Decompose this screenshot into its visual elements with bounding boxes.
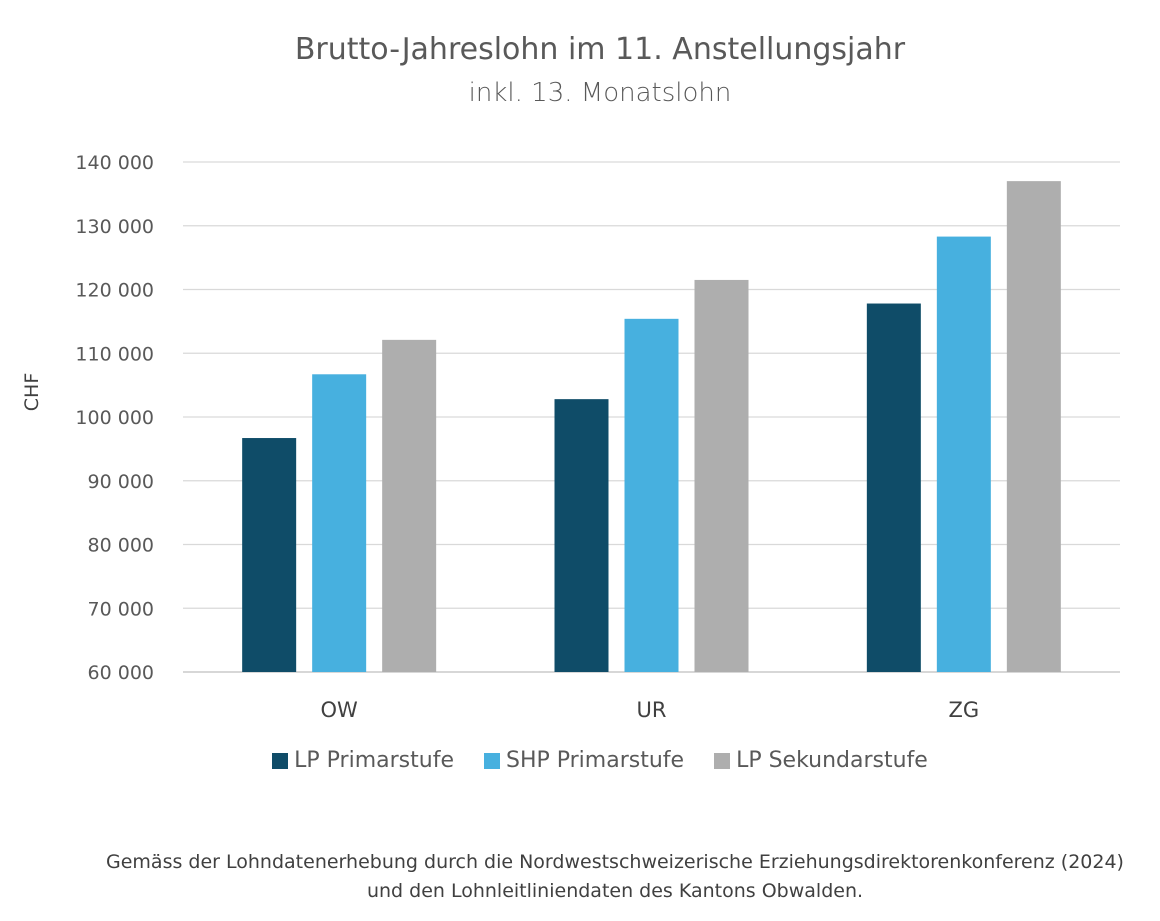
legend-label: LP Sekundarstufe [736, 748, 928, 773]
legend-label: LP Primarstufe [294, 748, 454, 773]
y-tick-label: 120 000 [75, 280, 154, 302]
bar-ur-shp-primarstufe [624, 318, 679, 672]
legend-item-shp-primarstufe: SHP Primarstufe [483, 748, 685, 773]
legend-item-lp-primarstufe: LP Primarstufe [272, 748, 454, 773]
y-axis-label: CHF [21, 373, 43, 411]
footnote-line-2: und den Lohnleitliniendaten des Kantons … [366, 880, 864, 902]
x-category-label: ZG [948, 698, 979, 722]
y-tick-label: 90 000 [88, 471, 154, 493]
footnote-line-1: Gemäss der Lohndatenerhebung durch die N… [106, 851, 1124, 873]
bar-ur-lp-sekundarstufe [694, 279, 749, 672]
legend-swatch [483, 752, 500, 769]
y-tick-label: 100 000 [75, 407, 154, 429]
bar-ow-lp-sekundarstufe [382, 339, 437, 672]
bar-zg-shp-primarstufe [936, 236, 991, 672]
bars [242, 181, 1061, 672]
legend-swatch [714, 752, 731, 769]
y-tick-label: 140 000 [75, 152, 154, 174]
x-category-label: OW [321, 698, 359, 722]
chart-subtitle: inkl. 13. Monatslohn [468, 78, 732, 108]
bar-zg-lp-primarstufe [866, 303, 921, 672]
bar-zg-lp-sekundarstufe [1006, 181, 1061, 672]
bar-ow-shp-primarstufe [312, 374, 367, 672]
category-labels: OW UR ZG [321, 698, 980, 722]
bar-ur-lp-primarstufe [554, 399, 609, 672]
footnote: Gemäss der Lohndatenerhebung durch die N… [0, 848, 1160, 906]
x-category-label: UR [637, 698, 667, 722]
legend: LP Primarstufe SHP Primarstufe LP Sekund… [0, 748, 1160, 773]
legend-label: SHP Primarstufe [505, 748, 685, 773]
y-tick-label: 80 000 [88, 535, 154, 557]
y-tick-label: 70 000 [88, 598, 154, 620]
legend-swatch [272, 752, 289, 769]
y-tick-label: 110 000 [75, 343, 154, 365]
bar-ow-lp-primarstufe [242, 438, 297, 672]
chart-title: Brutto-Jahreslohn im 11. Anstellungsjahr [294, 32, 906, 67]
y-tick-label: 60 000 [88, 662, 154, 684]
y-tick-label: 130 000 [75, 216, 154, 238]
bar-chart: CHF 60 000 70 000 80 000 90 000 100 000 110 0… [21, 152, 1120, 722]
legend-item-lp-sekundarstufe: LP Sekundarstufe [714, 748, 928, 773]
